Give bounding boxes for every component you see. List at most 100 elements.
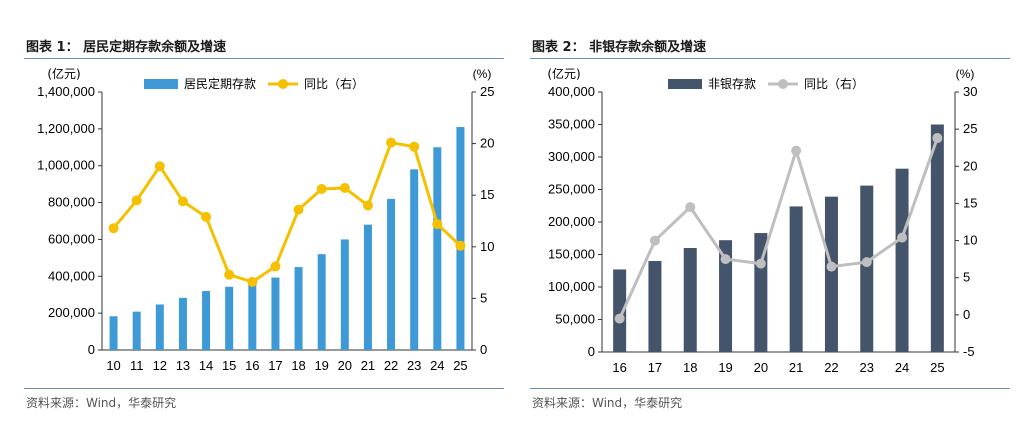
left-tick-label: 1,000,000 [37, 158, 95, 173]
x-tick-label: 21 [789, 360, 803, 375]
right-tick-label: 15 [480, 187, 494, 202]
line-point [614, 313, 625, 324]
x-tick-label: 13 [176, 358, 190, 373]
legend-bar-swatch [144, 79, 178, 89]
left-tick-label: 200,000 [548, 214, 595, 229]
bar [683, 248, 697, 352]
line-point [131, 195, 142, 206]
bar [248, 283, 257, 350]
x-tick-label: 24 [895, 360, 909, 375]
line-point [755, 258, 766, 269]
x-tick-label: 18 [683, 360, 697, 375]
left-axis-unit: (亿元) [47, 66, 80, 81]
figure-1: 图表 1： 居民定期存款余额及增速 (亿元) (%) 0 200,000 400,000… [24, 0, 514, 424]
legend-bar-swatch [668, 79, 702, 89]
legend-line-marker [278, 79, 288, 89]
line-point [432, 219, 443, 230]
bar [132, 311, 141, 350]
x-tick-label: 17 [268, 358, 282, 373]
line-point [316, 184, 327, 195]
x-tick-label: 22 [384, 358, 398, 373]
legend-bar-label: 居民定期存款 [184, 76, 256, 91]
bar [456, 127, 465, 350]
bar [363, 224, 372, 350]
right-axis-unit: (%) [473, 67, 492, 81]
line-point [247, 276, 258, 287]
line-point [224, 269, 235, 280]
left-tick-label: 400,000 [48, 268, 95, 283]
bar [824, 196, 838, 352]
figure-2-source: 资料来源：Wind，华泰研究 [532, 396, 683, 410]
right-tick-label: 20 [480, 136, 494, 151]
legend-line-label: 同比（右） [804, 76, 864, 91]
right-tick-label: 10 [480, 239, 494, 254]
line-point [362, 200, 373, 211]
x-tick-label: 25 [930, 360, 944, 375]
x-tick-label: 11 [130, 358, 144, 373]
line-point [720, 254, 731, 265]
x-tick-label: 20 [338, 358, 352, 373]
line-point [649, 235, 660, 246]
line-series [618, 137, 939, 320]
left-tick-label: 100,000 [548, 279, 595, 294]
figure-1-chart: (亿元) (%) 0 200,000 400,000 600,000 800,000 1,00… [37, 66, 494, 373]
x-tick-label: 25 [453, 358, 467, 373]
x-tick-label: 19 [314, 358, 328, 373]
bar [271, 277, 280, 350]
bar [613, 269, 627, 352]
left-tick-label: 150,000 [548, 247, 595, 262]
line-point [293, 204, 304, 215]
line-point [201, 211, 212, 222]
bar [648, 261, 662, 352]
right-tick-label: 5 [963, 270, 970, 285]
line-point [826, 261, 837, 272]
bar [178, 297, 187, 350]
figure-2-chart: (亿元) (%) 0 50,000 100,000 150,000 200,000 250,0… [547, 66, 977, 375]
figure-2-title-rule [530, 58, 1010, 59]
line-point [177, 196, 188, 207]
line-point [386, 137, 397, 148]
line-point [685, 202, 696, 213]
line-point [455, 240, 466, 251]
figure-2-title: 图表 2： 非银存款余额及增速 [532, 40, 707, 55]
line-point [108, 223, 119, 234]
right-tick-label: 0 [480, 342, 487, 357]
bar [930, 124, 944, 352]
bar [789, 206, 803, 352]
bar [202, 291, 211, 350]
right-tick-label: 25 [963, 121, 977, 136]
x-tick-label: 16 [245, 358, 259, 373]
x-tick-label: 24 [430, 358, 444, 373]
right-tick-label: 20 [963, 158, 977, 173]
right-tick-label: 10 [963, 233, 977, 248]
x-tick-label: 17 [648, 360, 662, 375]
x-tick-label: 14 [199, 358, 213, 373]
bar [895, 168, 909, 352]
left-tick-label: 1,400,000 [37, 84, 95, 99]
bar [719, 240, 733, 352]
left-tick-label: 1,200,000 [37, 121, 95, 136]
bar [410, 169, 419, 350]
right-axis-unit: (%) [956, 67, 975, 81]
bar [109, 316, 118, 350]
left-tick-label: 200,000 [48, 305, 95, 320]
line-point [791, 145, 802, 156]
x-tick-label: 19 [718, 360, 732, 375]
left-tick-label: 250,000 [548, 182, 595, 197]
left-tick-label: 300,000 [548, 149, 595, 164]
right-tick-label: -5 [963, 344, 975, 359]
x-tick-label: 10 [106, 358, 120, 373]
x-tick-label: 23 [407, 358, 421, 373]
right-tick-label: 25 [480, 84, 494, 99]
left-tick-label: 50,000 [555, 312, 595, 327]
x-tick-label: 16 [612, 360, 626, 375]
line-point [932, 133, 943, 144]
figure-1-title: 图表 1： 居民定期存款余额及增速 [26, 40, 227, 55]
figure-1-bottom-rule [24, 388, 504, 389]
bar [340, 239, 349, 350]
figure-1-source: 资料来源：Wind，华泰研究 [26, 396, 177, 410]
right-tick-label: 15 [963, 195, 977, 210]
figure-2: 图表 2： 非银存款余额及增速 (亿元) (%) 0 50,000 100,000 150… [530, 0, 1020, 424]
x-tick-label: 18 [291, 358, 305, 373]
x-tick-label: 20 [754, 360, 768, 375]
